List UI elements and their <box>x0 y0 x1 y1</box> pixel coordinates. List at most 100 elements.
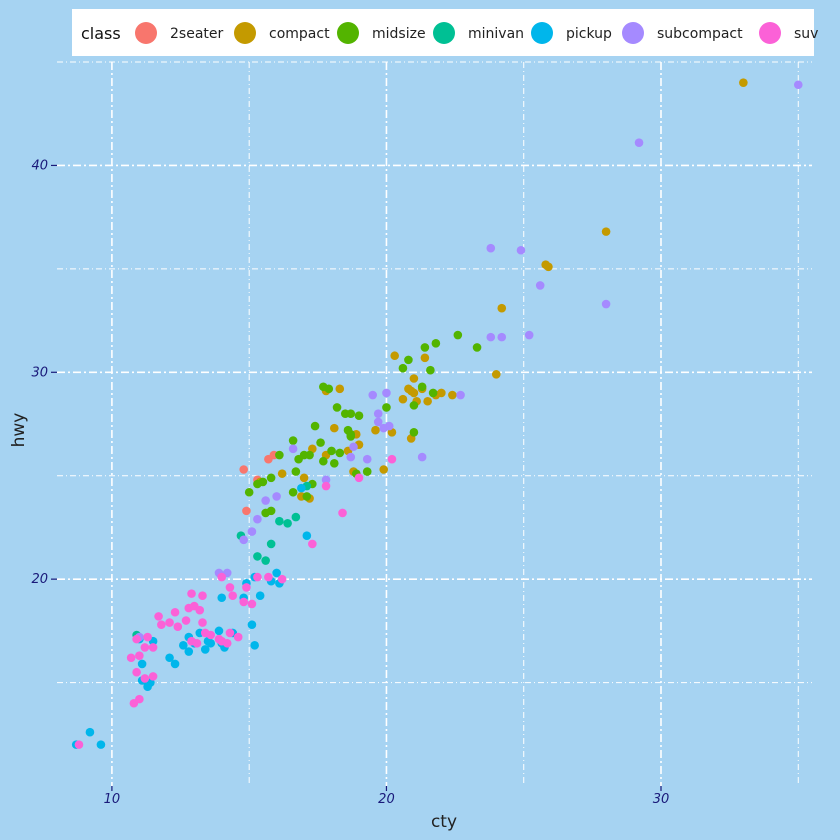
point-pickup <box>96 740 106 749</box>
point-suv <box>135 694 144 704</box>
legend-key-subcompact <box>622 22 644 44</box>
legend: class 2seater compact midsize minivan pickup… <box>72 9 818 56</box>
point-midsize <box>354 411 364 421</box>
point-subcompact <box>373 409 383 418</box>
point-compact <box>544 262 553 272</box>
point-pickup <box>272 568 281 578</box>
point-compact <box>739 78 748 87</box>
point-midsize <box>319 382 328 392</box>
point-suv <box>277 574 287 584</box>
point-subcompact <box>321 475 331 485</box>
y-tick-label: 40 <box>31 158 48 173</box>
point-suv <box>321 481 331 491</box>
y-axis-title: hwy <box>9 413 29 448</box>
point-compact <box>371 425 380 435</box>
point-suv <box>195 605 205 615</box>
point-pickup <box>302 531 312 541</box>
point-minivan <box>275 516 284 526</box>
point-subcompact <box>368 390 378 400</box>
point-suv <box>354 473 364 483</box>
point-suv <box>200 628 210 638</box>
legend-key-compact <box>234 22 256 44</box>
legend-key-2seater <box>135 22 157 44</box>
point-midsize <box>253 479 262 489</box>
point-pickup <box>214 626 224 636</box>
point-subcompact <box>373 417 383 427</box>
point-suv <box>126 653 136 663</box>
point-midsize <box>382 403 391 412</box>
point-suv <box>225 628 235 638</box>
point-compact <box>491 370 501 379</box>
point-subcompact <box>288 444 298 454</box>
point-suv <box>192 638 202 648</box>
point-pickup <box>247 620 257 629</box>
point-midsize <box>404 355 413 365</box>
point-midsize <box>346 409 356 418</box>
point-midsize <box>302 492 312 501</box>
point-subcompact <box>456 390 465 400</box>
point-midsize <box>346 430 356 439</box>
legend-label-compact: compact <box>269 26 330 42</box>
point-subcompact <box>793 80 803 90</box>
point-pickup <box>178 641 188 650</box>
point-2seater <box>242 506 251 516</box>
point-pickup <box>217 593 227 603</box>
legend-label-suv: suv <box>794 26 818 42</box>
point-compact <box>497 303 507 313</box>
x-axis-ticks: 10 20 30 <box>104 786 670 807</box>
point-suv <box>154 612 163 621</box>
point-compact <box>390 351 399 361</box>
point-compact <box>404 384 413 394</box>
point-suv <box>187 589 196 598</box>
point-suv <box>225 583 235 592</box>
point-suv <box>217 636 227 646</box>
point-suv <box>181 616 191 625</box>
point-minivan <box>261 556 270 565</box>
legend-label-subcompact: subcompact <box>657 26 743 42</box>
point-midsize <box>417 382 427 392</box>
point-midsize <box>244 487 254 497</box>
point-subcompact <box>384 421 394 431</box>
point-subcompact <box>486 243 496 253</box>
point-midsize <box>310 421 320 431</box>
point-pickup <box>184 647 194 656</box>
point-midsize <box>288 436 298 445</box>
point-compact <box>379 465 389 474</box>
point-suv <box>74 740 84 749</box>
point-suv <box>135 651 144 660</box>
legend-label-midsize: midsize <box>372 26 426 42</box>
point-subcompact <box>253 514 262 524</box>
point-compact <box>398 394 408 404</box>
point-subcompact <box>634 138 644 147</box>
point-midsize <box>275 450 284 460</box>
point-subcompact <box>261 496 270 505</box>
point-suv <box>264 572 273 582</box>
point-subcompact <box>601 299 611 309</box>
point-subcompact <box>247 527 257 536</box>
point-suv <box>143 632 152 642</box>
point-suv <box>338 508 347 518</box>
point-subcompact <box>535 281 545 290</box>
point-suv <box>198 618 207 627</box>
point-suv <box>140 643 150 652</box>
point-midsize <box>335 448 345 458</box>
legend-title: class <box>81 24 121 43</box>
point-compact <box>423 396 432 406</box>
point-pickup <box>255 591 265 600</box>
point-midsize <box>327 446 336 456</box>
point-suv <box>198 591 207 600</box>
point-subcompact <box>497 332 507 342</box>
point-compact <box>299 473 309 483</box>
point-minivan <box>253 552 262 561</box>
point-pickup <box>165 653 174 663</box>
point-midsize <box>409 401 419 410</box>
point-suv <box>173 622 183 632</box>
point-subcompact <box>382 388 391 398</box>
point-minivan <box>291 512 301 522</box>
point-suv <box>253 572 262 582</box>
x-tick-label: 20 <box>378 792 395 807</box>
point-suv <box>148 643 158 652</box>
point-midsize <box>362 467 372 476</box>
x-tick-label: 30 <box>653 792 670 807</box>
